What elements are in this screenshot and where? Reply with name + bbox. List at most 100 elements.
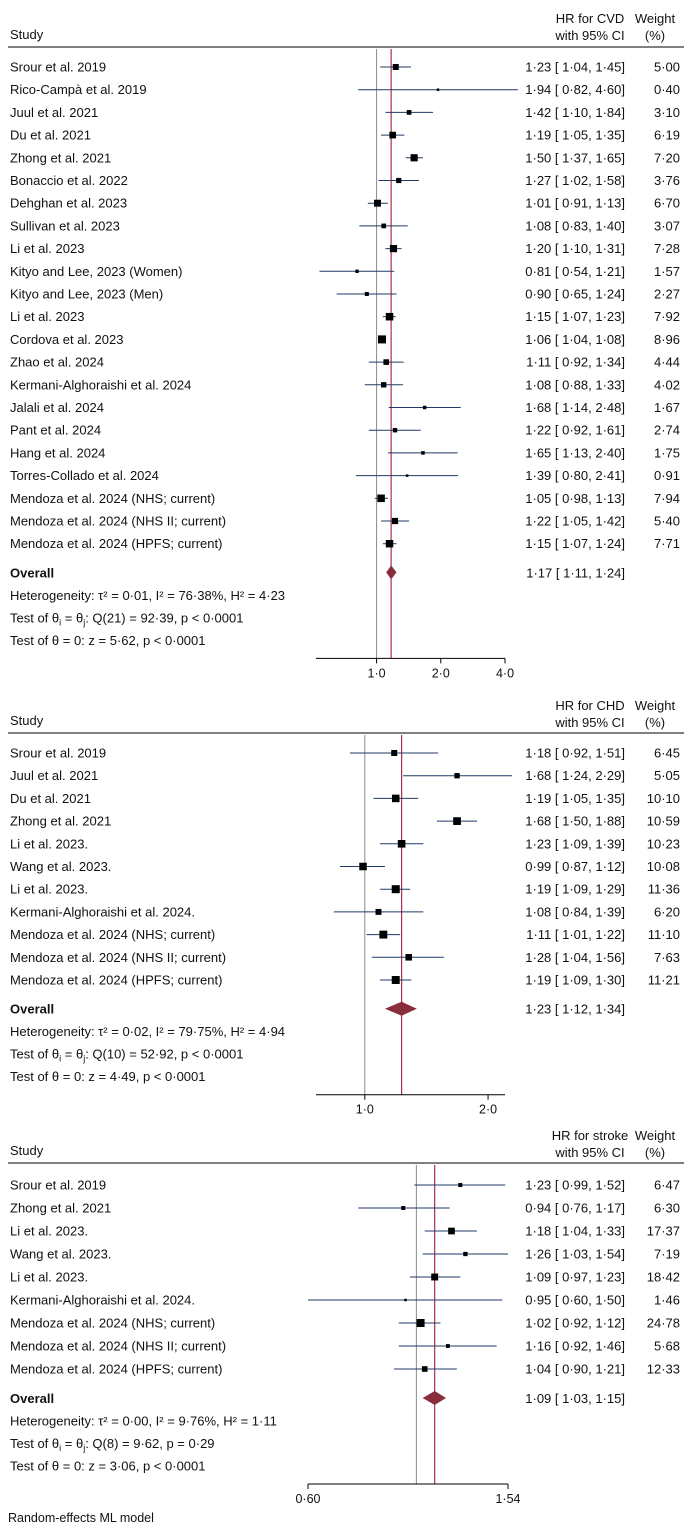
cvd-weight-value: 0·91 [654, 468, 680, 483]
cvd-ci-value: 1·01 [ 0·91, 1·13] [525, 196, 625, 211]
cvd-test-theta-part: = θ [61, 610, 83, 625]
cvd-study-label: Bonaccio et al. 2022 [10, 173, 128, 188]
cvd-study-label: Juul et al. 2021 [10, 105, 98, 120]
cvd-ci-value: 1·39 [ 0·80, 2·41] [525, 468, 625, 483]
cvd-weight-value: 5·40 [654, 514, 680, 529]
cvd-point-marker [396, 177, 402, 184]
stroke-x-tick-label: 1·54 [495, 1492, 520, 1506]
chd-point-marker [397, 840, 406, 848]
cvd-weight-value: 5·00 [654, 60, 680, 75]
cvd-study-label: Mendoza et al. 2024 (HPFS; current) [10, 536, 222, 551]
chd-test-theta: Test of θi = θj: Q(10) = 52·92, p < 0·00… [10, 1047, 243, 1064]
cvd-point-marker [392, 64, 399, 70]
chd-study-label: Kermani-Alghoraishi et al. 2024. [10, 904, 195, 919]
cvd-study-label: Dehghan et al. 2023 [10, 196, 127, 211]
cvd-ci-value: 0·90 [ 0·65, 1·24] [525, 287, 625, 302]
stroke-test-theta-part: : Q(8) = 9·62, p = 0·29 [85, 1436, 214, 1451]
cvd-point-marker [381, 382, 387, 388]
chd-test-theta-part: i [59, 1054, 61, 1064]
stroke-test-theta: Test of θi = θj: Q(8) = 9·62, p = 0·29 [10, 1436, 215, 1453]
chd-point-marker [379, 930, 388, 939]
stroke-point-marker [463, 1251, 468, 1257]
stroke-point-marker [448, 1227, 455, 1235]
chd-point-marker [391, 749, 398, 757]
chd-point-marker [405, 954, 412, 961]
cvd-effect-header-line1: HR for CVD [556, 11, 625, 26]
stroke-weight-header-line1: Weight [635, 1128, 676, 1143]
chd-ci-value: 1·08 [ 0·84, 1·39] [525, 904, 625, 919]
chd-weight-header-line1: Weight [635, 698, 676, 713]
chd-weight-value: 10·10 [647, 791, 680, 806]
cvd-study-label: Li et al. 2023 [10, 241, 84, 256]
cvd-ci-value: 1·94 [ 0·82, 4·60] [525, 82, 625, 97]
cvd-study-label: Li et al. 2023 [10, 309, 84, 324]
chd-effect-header-line1: HR for CHD [555, 698, 624, 713]
stroke-ci-value: 1·26 [ 1·03, 1·54] [525, 1247, 625, 1262]
chd-weight-value: 6·45 [654, 746, 680, 761]
cvd-point-marker [377, 494, 385, 503]
stroke-overall-diamond [422, 1391, 447, 1405]
stroke-weight-value: 24·78 [647, 1316, 680, 1331]
cvd-point-marker [385, 539, 394, 548]
chd-point-marker [453, 817, 461, 825]
stroke-ci-value: 1·04 [ 0·90, 1·21] [525, 1362, 625, 1377]
cvd-ci-value: 1·68 [ 1·14, 2·48] [525, 400, 625, 415]
cvd-ci-value: 1·42 [ 1·10, 1·84] [525, 105, 625, 120]
cvd-ci-value: 1·65 [ 1·13, 2·40] [525, 445, 625, 460]
cvd-study-label: Mendoza et al. 2024 (NHS II; current) [10, 514, 226, 529]
chd-study-label: Zhong et al. 2021 [10, 814, 111, 829]
cvd-weight-value: 7·71 [654, 536, 680, 551]
cvd-weight-header-line1: Weight [635, 11, 676, 26]
stroke-test-theta-part: i [59, 1443, 61, 1453]
cvd-ci-value: 1·22 [ 1·05, 1·42] [525, 514, 625, 529]
cvd-point-marker [389, 244, 398, 253]
cvd-point-marker [391, 517, 399, 525]
stroke-study-label: Mendoza et al. 2024 (HPFS; current) [10, 1362, 222, 1377]
chd-study-label: Juul et al. 2021 [10, 768, 98, 783]
stroke-overall-ci-value: 1·09 [ 1·03, 1·15] [525, 1391, 625, 1406]
cvd-ci-value: 1·11 [ 0·92, 1·34] [526, 355, 625, 370]
chd-weight-value: 5·05 [654, 768, 680, 783]
chd-ci-value: 1·28 [ 1·04, 1·56] [525, 950, 625, 965]
stroke-weight-header-line2: (%) [645, 1145, 665, 1160]
cvd-ci-value: 1·08 [ 0·83, 1·40] [525, 218, 625, 233]
cvd-x-tick-label: 4·0 [496, 666, 514, 680]
cvd-overall-label: Overall [10, 565, 54, 580]
cvd-heterogeneity: Heterogeneity: τ² = 0·01, I² = 76·38%, H… [10, 588, 285, 603]
cvd-ci-value: 1·06 [ 1·04, 1·08] [525, 332, 625, 347]
cvd-point-marker [377, 335, 386, 344]
stroke-test-theta-part: = θ [61, 1436, 83, 1451]
cvd-weight-value: 4·02 [654, 377, 680, 392]
cvd-study-label: Zhong et al. 2021 [10, 150, 111, 165]
stroke-study-label: Li et al. 2023. [10, 1270, 88, 1285]
cvd-point-marker [355, 269, 359, 273]
stroke-ci-value: 1·23 [ 0·99, 1·52] [525, 1178, 625, 1193]
chd-ci-value: 1·19 [ 1·05, 1·35] [525, 791, 625, 806]
cvd-point-marker [364, 291, 369, 297]
cvd-ci-value: 1·23 [ 1·04, 1·45] [525, 60, 625, 75]
chd-effect-header-line2: with 95% CI [554, 715, 624, 730]
stroke-weight-value: 18·42 [647, 1270, 680, 1285]
cvd-study-label: Jalali et al. 2024 [10, 400, 104, 415]
stroke-ci-value: 1·16 [ 0·92, 1·46] [525, 1339, 625, 1354]
chd-study-label: Mendoza et al. 2024 (NHS II; current) [10, 950, 226, 965]
cvd-weight-value: 1·75 [654, 445, 680, 460]
cvd-point-marker [385, 312, 394, 321]
cvd-point-marker [422, 405, 427, 410]
cvd-point-marker [406, 110, 412, 115]
chd-test-theta-part: = θ [61, 1047, 83, 1062]
stroke-ci-value: 1·02 [ 0·92, 1·12] [525, 1316, 625, 1331]
cvd-study-label: Du et al. 2021 [10, 128, 91, 143]
chd-ci-value: 1·68 [ 1·24, 2·29] [525, 768, 625, 783]
cvd-test-theta: Test of θi = θj: Q(21) = 92·39, p < 0·00… [10, 610, 243, 627]
stroke-weight-value: 5·68 [654, 1339, 680, 1354]
chd-test-zero: Test of θ = 0: z = 4·49, p < 0·0001 [10, 1069, 206, 1084]
stroke-test-theta-part: j [82, 1443, 85, 1453]
cvd-weight-value: 0·40 [654, 82, 680, 97]
chd-ci-value: 1·23 [ 1·09, 1·39] [525, 836, 625, 851]
cvd-study-label: Zhao et al. 2024 [10, 355, 104, 370]
cvd-weight-value: 1·67 [654, 400, 680, 415]
cvd-ci-value: 1·22 [ 0·92, 1·61] [525, 423, 625, 438]
cvd-weight-value: 3·10 [654, 105, 680, 120]
stroke-point-marker [401, 1205, 406, 1211]
